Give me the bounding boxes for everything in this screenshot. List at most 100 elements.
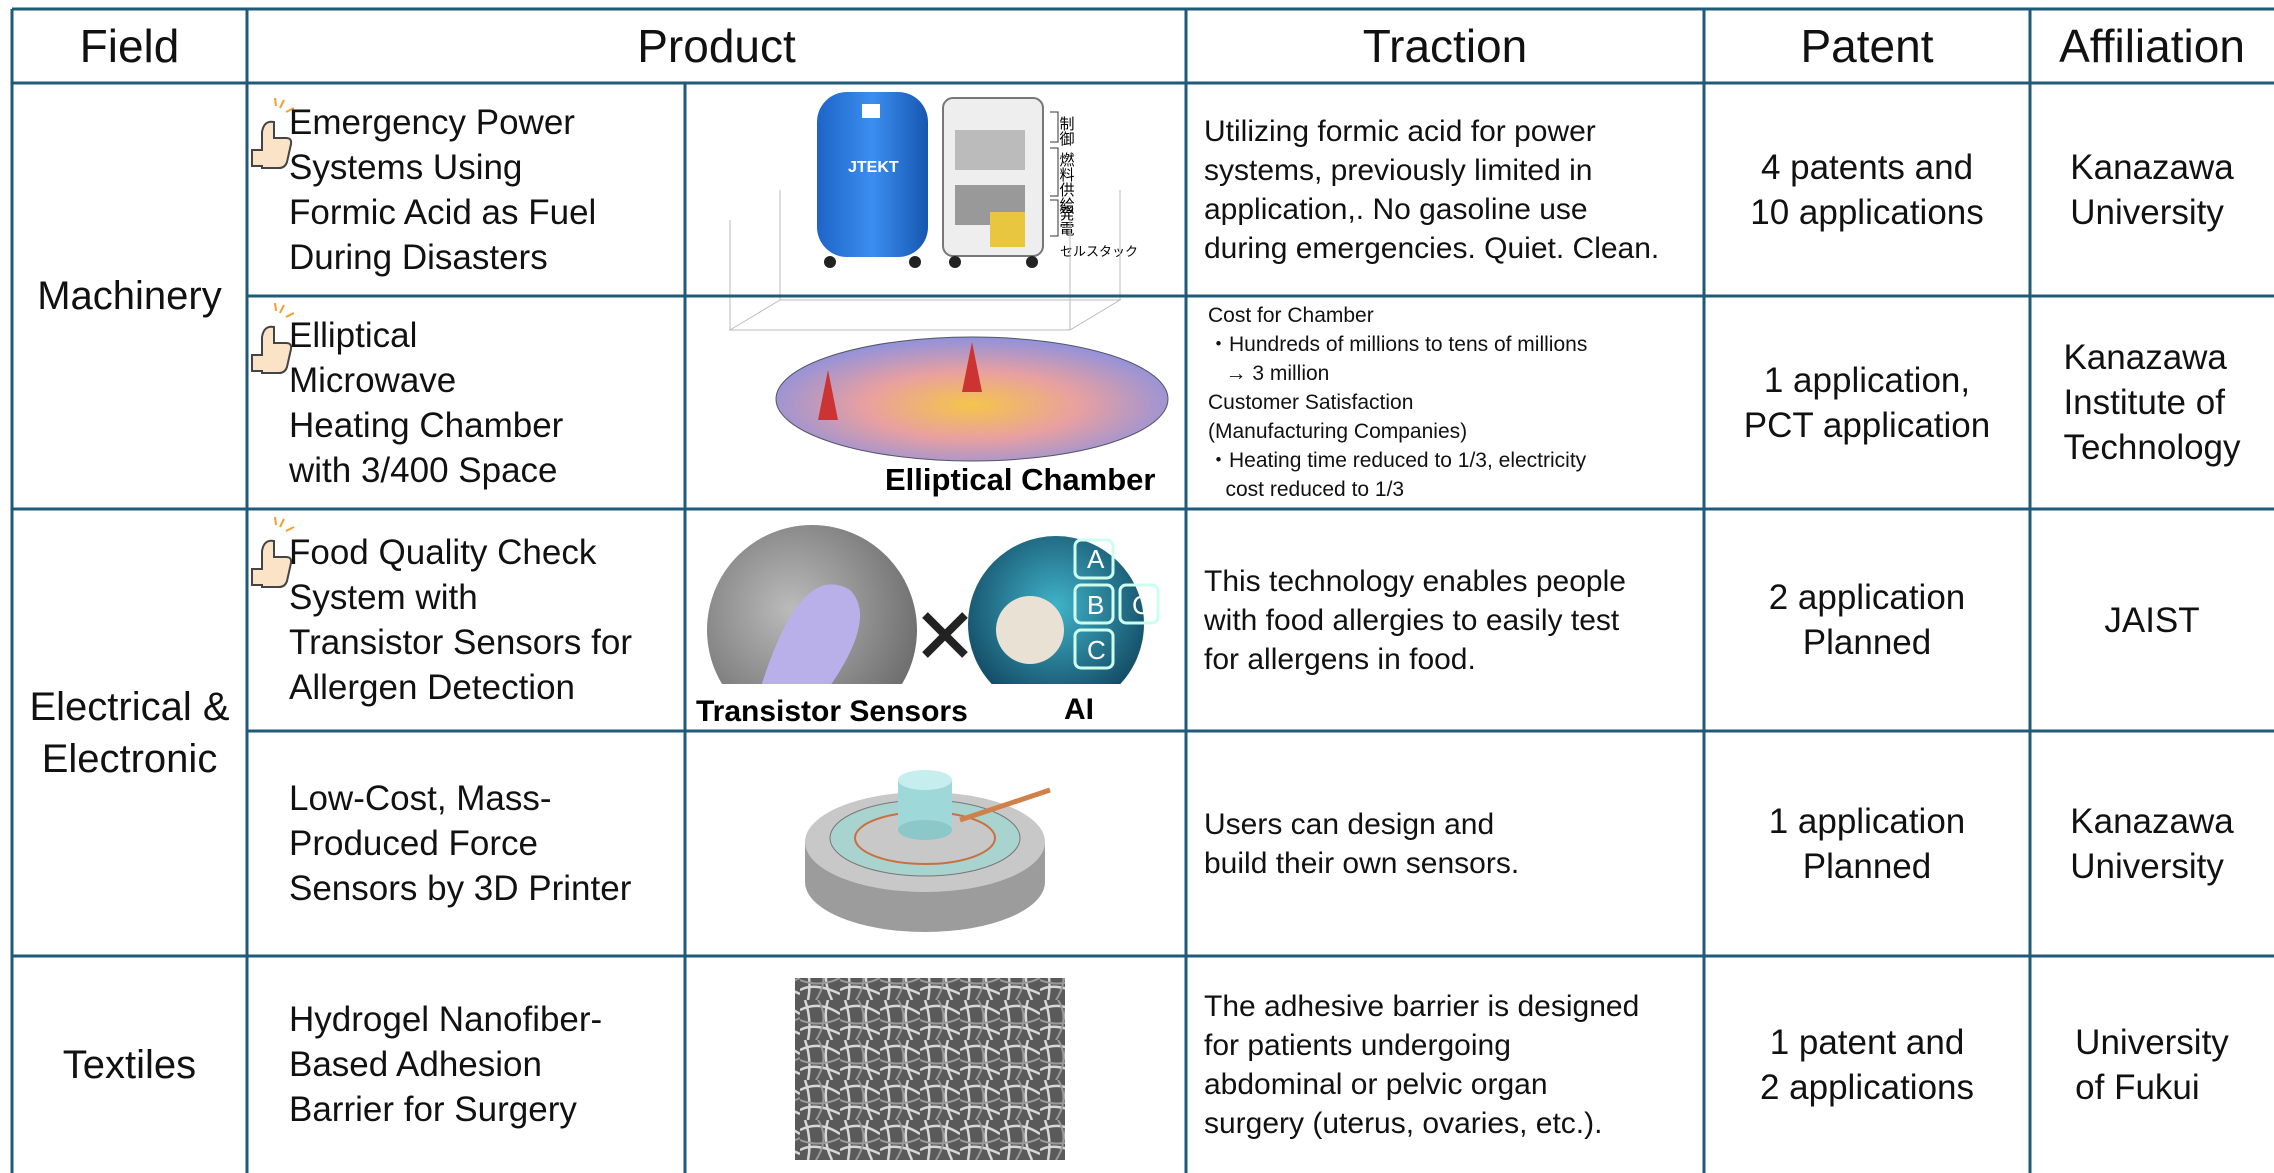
patent-text-line: 2 applications [1759,1067,1975,1107]
patent-text-line: PCT application [1743,405,1991,445]
product-name-line: Transistor Sensors for [289,623,632,662]
patent-text: 4 patents and 10 applications [1704,83,2030,296]
patent-text-line: 10 applications [1750,192,1984,232]
image-label: C [1087,635,1106,665]
column-header: Field [12,9,247,83]
image-label: B [1087,590,1104,620]
field-name-line: Electrical & [29,684,230,729]
affiliation-text: Kanazawa Institute of Technology [2030,296,2274,509]
image-label: A [1087,544,1105,574]
traction-text-line: The adhesive barrier is designed [1204,989,1640,1023]
product-name-line: Emergency Power [289,102,575,142]
column-header-line: Product [637,20,796,72]
column-header: Patent [1704,9,2030,83]
patent-text-line: Planned [1802,623,1932,662]
product-name-line: Barrier for Surgery [289,1090,577,1129]
affiliation-text-line: of Fukui [2075,1067,2200,1107]
field-name: Textiles [12,956,247,1173]
product-name-line: Produced Force [289,824,539,863]
product-name-line: Microwave [289,360,457,400]
patent-text-line: 1 application [1768,801,1966,841]
affiliation-text-line: Kanazawa [2063,338,2227,377]
image-label: C [1132,590,1151,620]
product-name-line: Sensors by 3D Printer [289,869,632,908]
product-name: Food Quality Check System with Transistor … [247,509,685,731]
image-label: セルスタック [1060,244,1138,259]
traction-text: Users can design and build their own sens… [1186,731,1704,956]
traction-text: Cost for Chamber ・Hundreds of millions to… [1186,296,1704,509]
product-name-line: During Disasters [289,237,548,277]
force-sensor-image [805,770,1051,932]
field-name-line: Electronic [41,736,218,781]
affiliation-text: JAIST [2030,509,2274,731]
table-borders [10,7,2274,1173]
traction-text-line: cost reduced to 1/3 [1208,478,1405,501]
traction-text-line: for patients undergoing [1204,1028,1511,1062]
affiliation-text-line: Institute of [2063,383,2225,422]
column-header: Traction [1186,9,1704,83]
image-label: 制御 [1058,116,1075,146]
product-name-line: with 3/400 Space [289,450,558,490]
image-label: 発電 [1058,206,1075,236]
affiliation-text-line: JAIST [2104,600,2200,640]
field-name: Electrical & Electronic [12,509,247,956]
product-name-line: Formic Acid as Fuel [289,192,597,232]
patent-text-line: 4 patents and [1760,147,1974,187]
image-label: Elliptical Chamber [885,462,1155,497]
traction-text-line: systems, previously limited in [1204,153,1593,187]
product-name-line: Systems Using [289,147,523,187]
image-label: JTEKT [848,159,899,176]
image-label: Transistor Sensors [696,695,968,728]
traction-text-line: ・Hundreds of millions to tens of million… [1208,333,1588,356]
product-name: Low-Cost, Mass- Produced Force Sensors by … [247,731,685,956]
affiliation-text-line: University [2070,192,2224,232]
affiliation-text-line: Technology [2063,428,2241,467]
product-name: Hydrogel Nanofiber- Based Adhesion Barrier… [247,956,685,1173]
field-name-line: Machinery [37,274,222,318]
product-name: Elliptical Microwave Heating Chamber with 3… [247,296,685,509]
power-system-image: JTEKT 制御 燃料供給 発電 セルスタック [817,92,1138,268]
traction-text-line: Customer Satisfaction [1208,391,1414,414]
affiliation-text: Kanazawa University [2030,83,2274,296]
traction-text-line: This technology enables people [1204,564,1626,598]
affiliation-text-line: University [2075,1022,2229,1062]
traction-text-line: surgery (uterus, ovaries, etc.). [1204,1106,1603,1140]
product-name-line: System with [289,578,478,617]
traction-text-line: → 3 million [1208,362,1330,385]
product-name-line: Heating Chamber [289,405,564,445]
traction-text: Utilizing formic acid for power systems, … [1186,83,1704,296]
column-header: Affiliation [2030,9,2274,83]
image-label: 燃料供給 [1058,151,1075,212]
patent-text-line: 1 patent and [1769,1022,1965,1062]
traction-text-line: application,. No gasoline use [1204,192,1588,226]
field-name-line: Textiles [62,1042,197,1087]
patent-text: 2 application Planned [1704,509,2030,731]
patent-text: 1 application, PCT application [1704,296,2030,509]
affiliation-text-line: Kanazawa [2070,147,2234,187]
traction-text-line: for allergens in food. [1204,642,1476,676]
product-name-line: Elliptical [289,315,418,355]
traction-text-line: during emergencies. Quiet. Clean. [1204,231,1660,265]
traction-text-line: (Manufacturing Companies) [1208,420,1468,443]
sensor-image: A B C C Transistor Sensors AI [696,525,1160,728]
traction-text-line: abdominal or pelvic organ [1204,1067,1548,1101]
product-name-line: Hydrogel Nanofiber- [289,1000,603,1039]
affiliation-text: University of Fukui [2030,956,2274,1173]
traction-text-line: build their own sensors. [1204,846,1520,880]
product-name-line: Based Adhesion [289,1045,542,1084]
traction-text-line: with food allergies to easily test [1204,603,1620,637]
patent-text-line: 1 application, [1763,360,1971,400]
chamber-image: Elliptical Chamber [728,190,1169,497]
nanofiber-image [795,978,1065,1160]
column-header-line: Field [79,20,180,72]
patent-text: 1 patent and 2 applications [1704,956,2030,1173]
product-name-line: Low-Cost, Mass- [289,779,552,818]
patent-text-line: 2 application [1768,578,1966,617]
product-name-line: Allergen Detection [289,668,575,707]
affiliation-text-line: Kanazawa [2070,801,2234,841]
affiliation-text-line: University [2070,846,2224,886]
thumbs-up-icons [251,120,293,588]
field-name: Machinery [12,83,247,509]
